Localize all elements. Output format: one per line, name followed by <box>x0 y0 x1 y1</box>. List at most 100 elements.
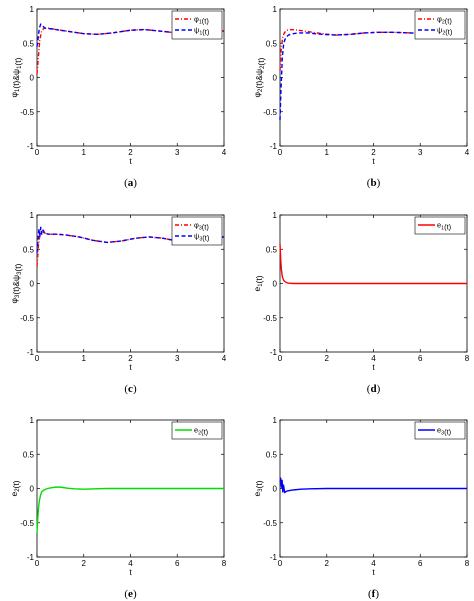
y-tick-label: -0.5 <box>20 108 34 117</box>
legend-entry: e3(t) <box>437 426 452 437</box>
x-tick-label: 0 <box>35 559 40 568</box>
x-tick-label: 1 <box>325 148 330 157</box>
series-line-2 <box>36 23 225 47</box>
y-axis-label: φ3(t)&ψ3(t) <box>9 263 23 303</box>
legend-entry: ψ2(t) <box>437 26 453 37</box>
legend-entry: e2(t) <box>194 426 209 437</box>
x-axis-label: t <box>129 156 132 166</box>
y-tick-label: 0.5 <box>266 39 278 48</box>
panel-caption: (b) <box>367 177 381 189</box>
x-tick-label: 4 <box>371 354 376 363</box>
x-tick-label: 0 <box>278 559 283 568</box>
x-tick-label: 2 <box>325 559 330 568</box>
legend-entry: φ2(t) <box>437 15 452 26</box>
y-tick-label: 1 <box>30 5 35 14</box>
chart-panel-6: 0 2 4 6 8 -1 -0.5 0 0.5 1 t e3(t) e3(t) (f) <box>252 416 470 600</box>
y-tick-label: 0 <box>30 485 35 494</box>
x-axis-label: t <box>372 567 375 577</box>
y-axis-label: e2(t) <box>9 480 21 496</box>
y-tick-label: 0 <box>273 280 278 289</box>
x-tick-label: 6 <box>418 559 423 568</box>
series-line-1 <box>279 28 468 71</box>
x-tick-label: 4 <box>222 354 227 363</box>
x-tick-label: 2 <box>128 354 133 363</box>
panel-caption: (c) <box>124 383 137 395</box>
chart-panel-4: 0 2 4 6 8 -1 -0.5 0 0.5 1 t e1(t) e1(t) (d) <box>252 211 470 395</box>
chart-panel-3: 0 1 2 3 4 -1 -0.5 0 0.5 1 t φ3(t)&ψ3(t) φ3(t)ψ3(t) (c… <box>9 211 227 395</box>
x-tick-label: 0 <box>278 354 283 363</box>
legend-entry: e1(t) <box>437 221 452 232</box>
y-tick-label: 0.5 <box>266 245 278 254</box>
x-tick-label: 3 <box>418 148 423 157</box>
y-tick-label: -0.5 <box>263 108 277 117</box>
x-axis-label: t <box>372 362 375 372</box>
y-axis-label: e3(t) <box>252 480 264 496</box>
legend: φ2(t)ψ2(t) <box>414 10 466 40</box>
legend: φ3(t)ψ3(t) <box>171 216 223 246</box>
y-axis-label: φ1(t)&ψ1(t) <box>9 57 23 97</box>
x-tick-label: 2 <box>325 354 330 363</box>
series-line-1 <box>279 243 467 285</box>
x-tick-label: 2 <box>128 148 133 157</box>
legend-box <box>171 216 223 246</box>
panel-caption: (e) <box>124 588 137 600</box>
y-tick-label: -0.5 <box>263 314 277 323</box>
x-tick-label: 6 <box>418 354 423 363</box>
y-tick-label: 1 <box>273 416 278 425</box>
y-tick-label: 0.5 <box>23 245 35 254</box>
y-tick-label: -0.5 <box>20 519 34 528</box>
chart-panel-1: 0 1 2 3 4 -1 -0.5 0 0.5 1 t φ1(t)&ψ1(t) φ1(t)ψ1(t) (a… <box>9 5 227 189</box>
y-tick-label: 1 <box>30 211 35 220</box>
x-tick-label: 4 <box>371 559 376 568</box>
legend: e3(t) <box>414 421 466 440</box>
y-tick-label: -1 <box>27 553 35 562</box>
x-tick-label: 1 <box>82 354 87 363</box>
chart-panel-5: 0 2 4 6 8 -1 -0.5 0 0.5 1 t e2(t) e2(t) (e) <box>9 416 227 600</box>
y-tick-label: 1 <box>273 211 278 220</box>
x-tick-label: 8 <box>465 559 470 568</box>
x-tick-label: 0 <box>35 354 40 363</box>
series-line-2 <box>279 31 468 120</box>
x-tick-label: 6 <box>175 559 180 568</box>
legend: e2(t) <box>171 421 223 440</box>
x-tick-label: 2 <box>371 148 376 157</box>
y-tick-label: 1 <box>273 5 278 14</box>
y-tick-label: -0.5 <box>263 519 277 528</box>
panel-caption: (a) <box>124 177 137 189</box>
legend-entry: φ1(t) <box>194 15 209 26</box>
y-tick-label: 0.5 <box>23 39 35 48</box>
legend-box <box>414 421 466 440</box>
legend: φ1(t)ψ1(t) <box>171 10 223 40</box>
x-tick-label: 2 <box>82 559 87 568</box>
y-tick-label: 0 <box>30 280 35 289</box>
x-tick-label: 3 <box>175 354 180 363</box>
panel-caption: (d) <box>367 383 381 395</box>
y-tick-label: 0.5 <box>23 450 35 459</box>
legend-box <box>414 10 466 40</box>
y-tick-label: 0 <box>30 74 35 83</box>
legend-entry: φ3(t) <box>194 221 209 232</box>
x-tick-label: 8 <box>465 354 470 363</box>
y-tick-label: 0 <box>273 74 278 83</box>
y-tick-label: -1 <box>27 142 35 151</box>
y-tick-label: -0.5 <box>20 314 34 323</box>
x-tick-label: 0 <box>278 148 283 157</box>
panel-caption: (f) <box>368 588 379 600</box>
y-tick-label: -1 <box>270 142 278 151</box>
x-axis-label: t <box>129 567 132 577</box>
x-tick-label: 0 <box>35 148 40 157</box>
x-axis-label: t <box>129 362 132 372</box>
x-tick-label: 8 <box>222 559 227 568</box>
legend-entry: ψ3(t) <box>194 232 210 243</box>
legend: e1(t) <box>414 216 466 235</box>
series-line-1 <box>36 486 224 534</box>
x-axis-label: t <box>372 156 375 166</box>
x-tick-label: 1 <box>82 148 87 157</box>
legend-entry: ψ1(t) <box>194 26 210 37</box>
y-tick-label: -1 <box>270 553 278 562</box>
legend-box <box>414 216 466 235</box>
series-line-2 <box>36 226 225 253</box>
legend-box <box>171 421 223 440</box>
y-axis-label: e1(t) <box>252 275 264 291</box>
